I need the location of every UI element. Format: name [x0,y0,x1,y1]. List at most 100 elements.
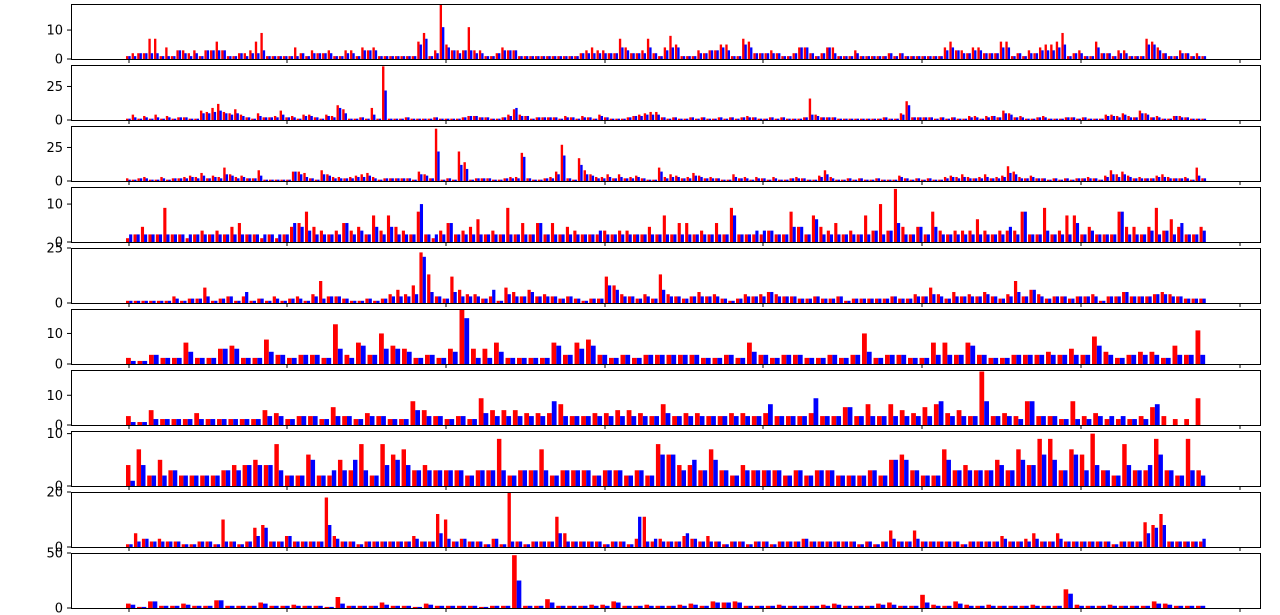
bar-series-2-item-118 [1059,538,1063,547]
bar-series-2-item-91 [800,226,804,242]
bar-series-1-item-53 [724,354,729,364]
y-tick-label: 10 [46,389,63,404]
bar-series-1-item-91 [841,541,845,547]
bar-series-1-item-66 [814,470,820,486]
bar-series-2-item-36 [407,541,411,547]
bar-series-2-item-27 [429,354,435,364]
y-tick-label: 0 [55,236,63,251]
bar-series-2-item-115 [1009,296,1013,303]
bar-series-2-item-162 [1030,53,1033,59]
bar-series-2-item-80 [580,164,583,181]
bar-series-2-item-165 [1061,118,1064,120]
bar-series-2-item-101 [1190,470,1195,486]
bar-series-2-item-31 [367,541,372,547]
bar-series-1-item-25 [260,32,263,59]
bar-series-2-item-8 [167,56,170,59]
bar-series-2-item-169 [1089,178,1092,181]
bar-series-2-item-10 [233,419,238,425]
bar-series-2-item-83 [740,234,744,242]
bar-series-1-item-38 [411,285,415,303]
bar-series-2-item-89 [1063,470,1068,486]
bar-series-2-item-95 [663,117,666,120]
bar-series-2-item-3 [153,419,159,425]
bar-series-2-item-86 [611,118,615,120]
bar-series-1-item-51 [655,444,661,486]
bar-series-2-item-123 [1071,298,1075,303]
bar-series-2-item-41 [438,296,442,303]
bar-series-1-item-56 [536,223,540,242]
bar-series-1-item-122 [1087,541,1092,547]
bar-series-1-item-104 [702,53,706,59]
bar-series-2-item-26 [418,357,424,364]
bar-series-1-item-5 [155,234,159,242]
bar-series-2-item-75 [542,56,546,59]
bar-series-1-item-93 [811,215,816,242]
bar-series-2-item-22 [369,416,375,425]
bar-series-1-item-25 [316,541,321,547]
bar-series-1-item-160 [1016,53,1019,59]
bar-series-1-item-122 [1028,234,1032,242]
bar-series-2-item-1 [129,544,133,547]
bar-series-2-item-2 [137,541,141,547]
bar-series-2-item-76 [725,544,729,547]
bar-series-1-item-22 [292,541,297,547]
bar-series-1-item-26 [324,497,329,547]
bar-series-2-item-29 [288,179,291,181]
bar-series-2-item-89 [828,541,833,547]
bar-series-2-item-70 [924,357,930,364]
bar-series-1-item-147 [956,118,960,120]
bar-series-1-item-42 [578,605,583,608]
bar-series-1-item-40 [347,118,351,120]
bar-series-2-item-4 [162,475,167,486]
bar-series-1-item-38 [420,541,424,547]
bar-series-1-item-40 [416,211,420,242]
bar-series-1-item-116 [1013,281,1018,303]
bar-series-2-item-35 [517,416,523,425]
bar-series-2-item-92 [638,53,641,59]
y-tick-label: 10 [46,427,63,442]
bar-series-2-item-179 [1141,113,1144,120]
bar-series-2-item-4 [163,605,169,608]
bar-series-1-item-128 [852,179,855,181]
bar-series-2-item-21 [358,419,364,425]
bar-series-2-item-130 [1154,527,1159,547]
bar-series-2-item-52 [717,357,723,364]
bar-series-1-item-57 [444,118,447,120]
bar-series-1-item-64 [612,285,616,303]
bar-series-1-item-136 [1132,226,1136,242]
bar-series-2-item-113 [994,296,998,303]
bar-series-1-item-93 [641,50,644,59]
bar-series-2-item-126 [1061,234,1065,242]
bar-series-2-item-78 [1016,354,1022,364]
bar-series-1-item-11 [241,357,246,364]
bar-series-2-item-186 [1186,178,1189,181]
bar-series-2-item-64 [630,544,634,547]
bar-series-1-item-16 [211,175,215,181]
bar-series-2-item-18 [223,50,226,59]
bar-series-1-item-88 [1115,419,1121,425]
bar-series-1-item-7 [160,176,163,181]
bar-series-2-item-130 [850,56,854,59]
bar-series-1-item-44 [620,354,626,364]
bar-series-1-item-178 [1138,176,1141,181]
bar-series-2-item-86 [604,53,607,59]
bar-series-1-item-107 [719,44,723,59]
bar-series-2-item-59 [590,541,594,547]
bar-series-2-item-129 [845,56,848,59]
bar-series-2-item-37 [527,605,533,608]
bar-series-2-item-52 [509,234,513,242]
bar-series-1-item-60 [776,604,782,608]
bar-series-1-item-122 [803,47,807,59]
bar-series-2-item-54 [538,296,542,303]
bar-series-1-item-14 [226,296,230,303]
bar-series-2-item-91 [1084,470,1089,486]
bar-series-1-item-107 [944,298,948,303]
bar-series-1-item-76 [953,601,958,608]
bar-series-2-item-82 [589,117,592,120]
bar-series-1-item-141 [1169,219,1173,242]
bar-series-2-item-11 [244,419,250,425]
bar-series-2-item-24 [374,475,379,486]
bar-series-1-item-80 [735,298,740,303]
bar-series-2-item-70 [861,475,867,486]
bar-series-1-item-8 [181,544,185,547]
